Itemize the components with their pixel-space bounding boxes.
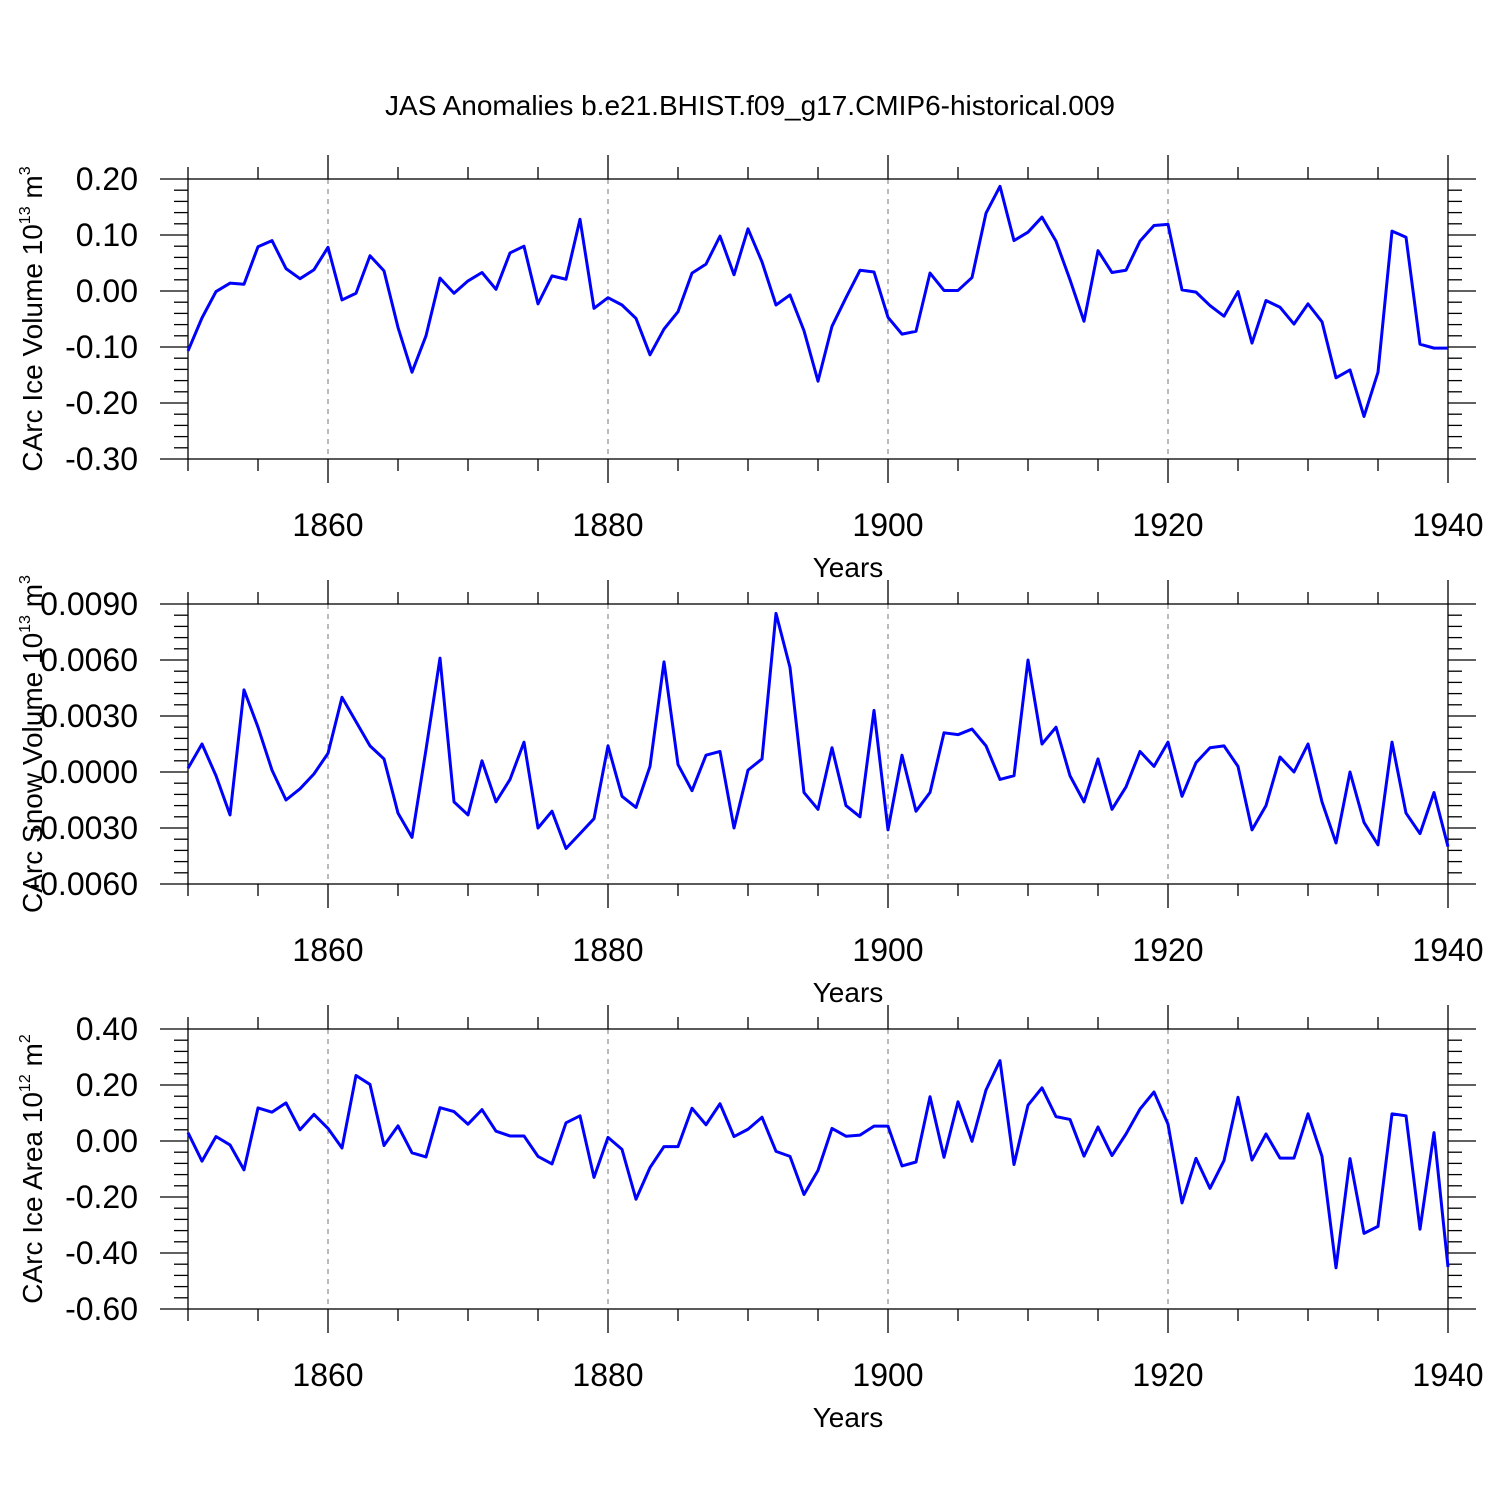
series-line-ice-area [186, 1059, 1450, 1270]
x-axis-label: Years [813, 552, 884, 583]
x-tick-label: 1940 [1412, 932, 1483, 968]
x-tick-label: 1880 [572, 932, 643, 968]
y-tick-label: 0.10 [76, 217, 138, 253]
x-tick-label: 1940 [1412, 507, 1483, 543]
y-axis-label: CArc Snow Volume 1013 m3 [17, 575, 48, 913]
x-tick-label: 1860 [292, 1357, 363, 1393]
panel-snow-volume: -0.0060 -0.0030 0.0000 0.0030 0.0060 0.0090 18… [17, 575, 1484, 1008]
x-tick-label: 1860 [292, 507, 363, 543]
y-tick-label: 0.40 [76, 1011, 138, 1047]
y-tick-label: -0.20 [65, 1179, 138, 1215]
plot-frame [187, 603, 1449, 885]
x-tick-label: 1880 [572, 507, 643, 543]
figure-title: JAS Anomalies b.e21.BHIST.f09_g17.CMIP6-… [385, 90, 1115, 121]
x-tick-label: 1920 [1132, 1357, 1203, 1393]
x-tick-label: 1900 [852, 932, 923, 968]
y-tick-label: -0.60 [65, 1291, 138, 1327]
x-tick-label: 1900 [852, 1357, 923, 1393]
y-tick-label: 0.0000 [40, 754, 138, 790]
x-axis-label: Years [813, 977, 884, 1008]
y-tick-label: -0.0030 [29, 810, 138, 846]
series-line-snow-volume [186, 611, 1450, 851]
x-tick-label: 1880 [572, 1357, 643, 1393]
y-tick-label: -0.0060 [29, 866, 138, 902]
x-tick-label: 1900 [852, 507, 923, 543]
x-axis-label: Years [813, 1402, 884, 1433]
panel-ice-area: -0.60 -0.40 -0.20 0.00 0.20 0.40 1860 1880 1900 1… [17, 1005, 1484, 1433]
y-tick-label: 0.0090 [40, 586, 138, 622]
y-tick-label: 0.0030 [40, 698, 138, 734]
y-tick-label: -0.10 [65, 329, 138, 365]
series-line-ice-volume [186, 184, 1448, 418]
y-tick-label: 0.0060 [40, 642, 138, 678]
y-tick-label: -0.30 [65, 441, 138, 477]
x-tick-label: 1920 [1132, 507, 1203, 543]
panel-ice-volume: -0.30 -0.20 -0.10 0.00 0.10 0.20 1860 1880 1900 1… [17, 155, 1484, 583]
y-tick-label: 0.00 [76, 273, 138, 309]
y-axis-label: CArc Ice Volume 1013 m3 [17, 166, 48, 471]
y-tick-label: 0.20 [76, 1067, 138, 1103]
x-tick-label: 1860 [292, 932, 363, 968]
y-tick-label: -0.40 [65, 1235, 138, 1271]
y-axis-label: CArc Ice Area 1012 m2 [17, 1034, 48, 1304]
x-tick-label: 1940 [1412, 1357, 1483, 1393]
y-tick-label: 0.00 [76, 1123, 138, 1159]
y-tick-label: 0.20 [76, 161, 138, 197]
y-tick-label: -0.20 [65, 385, 138, 421]
x-tick-label: 1920 [1132, 932, 1203, 968]
